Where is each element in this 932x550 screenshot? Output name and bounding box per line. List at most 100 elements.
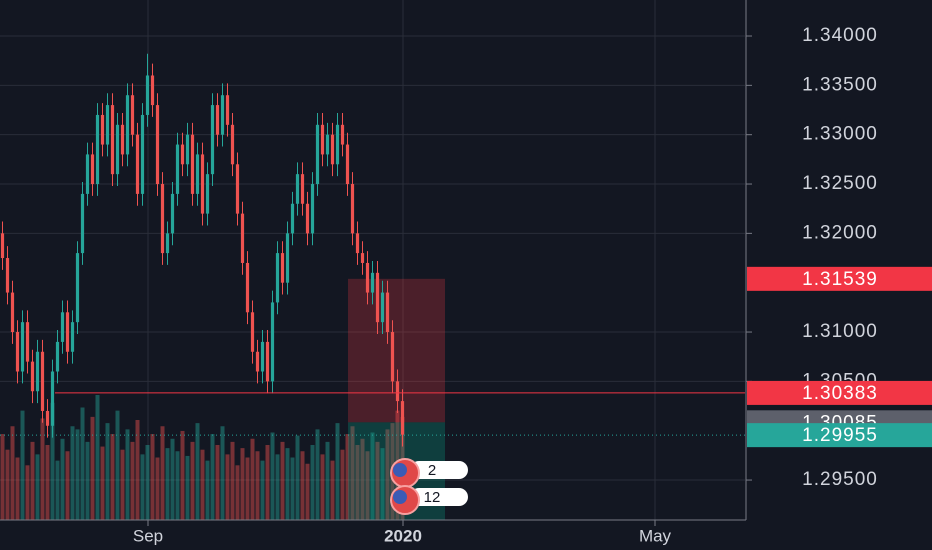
volume-bar bbox=[275, 454, 280, 520]
volume-bar bbox=[290, 457, 295, 520]
candle-body bbox=[175, 144, 180, 194]
candle-body bbox=[65, 312, 70, 352]
volume-bar bbox=[80, 407, 85, 520]
volume-bar bbox=[55, 460, 60, 520]
y-tick-label: 1.33500 bbox=[802, 74, 878, 95]
volume-bar bbox=[105, 423, 110, 520]
candle-body bbox=[205, 174, 210, 214]
x-tick-label: Sep bbox=[133, 526, 163, 545]
volume-bar bbox=[65, 451, 70, 520]
candle-body bbox=[15, 332, 20, 372]
volume-bar bbox=[255, 451, 260, 520]
candle-body bbox=[275, 253, 280, 303]
volume-bar bbox=[130, 441, 135, 520]
volume-bar bbox=[260, 460, 265, 520]
candle-body bbox=[230, 124, 235, 165]
candle-body bbox=[10, 292, 15, 333]
volume-bar bbox=[365, 451, 370, 520]
volume-bar bbox=[100, 446, 105, 520]
volume-bar bbox=[90, 416, 95, 520]
candle-body bbox=[250, 312, 255, 352]
y-tick-label: 1.32500 bbox=[802, 173, 878, 194]
volume-bar bbox=[155, 457, 160, 520]
candle-body bbox=[385, 292, 390, 333]
candle-body bbox=[210, 105, 215, 175]
candle-body bbox=[130, 95, 135, 135]
volume-bar bbox=[245, 457, 250, 520]
volume-bar bbox=[135, 420, 140, 520]
candle-body bbox=[75, 253, 80, 323]
volume-bar bbox=[250, 438, 255, 520]
volume-bar bbox=[35, 454, 40, 520]
candle-body bbox=[145, 75, 150, 115]
volume-bar bbox=[265, 445, 270, 520]
volume-bar bbox=[5, 449, 10, 520]
volume-bar bbox=[310, 445, 315, 520]
candle-body bbox=[360, 253, 365, 263]
volume-bar bbox=[170, 438, 175, 520]
candle-body bbox=[340, 124, 345, 145]
candle-body bbox=[95, 114, 100, 185]
candle-body bbox=[140, 114, 145, 194]
candle-body bbox=[290, 203, 295, 234]
candle-body bbox=[335, 124, 340, 165]
event-badge bbox=[410, 488, 468, 506]
volume-bar bbox=[375, 441, 380, 520]
volume-bar bbox=[225, 454, 230, 520]
volume-bar bbox=[75, 429, 80, 520]
volume-bar bbox=[220, 426, 225, 520]
candle-body bbox=[270, 302, 275, 382]
candle-body bbox=[185, 134, 190, 165]
candle-body bbox=[40, 351, 45, 411]
volume-bar bbox=[70, 426, 75, 520]
volume-bar bbox=[95, 395, 100, 520]
volume-bar bbox=[280, 441, 285, 520]
volume-bar bbox=[360, 438, 365, 520]
candle-body bbox=[135, 134, 140, 194]
price-tag-label: 1.29955 bbox=[802, 425, 878, 446]
candle-body bbox=[115, 124, 120, 175]
candle-body bbox=[280, 253, 285, 283]
volume-bar bbox=[125, 429, 130, 520]
volume-bar bbox=[120, 449, 125, 520]
volume-bar bbox=[230, 441, 235, 520]
candle-body bbox=[120, 124, 125, 155]
price-tag bbox=[747, 266, 932, 291]
candle-body bbox=[20, 322, 25, 372]
volume-bar bbox=[305, 463, 310, 520]
volume-bar bbox=[205, 460, 210, 520]
axis-layer: 1.34000 1.33500 1.33000 1.32500 1.32000 1.310… bbox=[133, 25, 932, 545]
candle-body bbox=[80, 193, 85, 254]
volume-bar bbox=[10, 426, 15, 520]
candle-body bbox=[0, 233, 5, 259]
volume-bar bbox=[295, 435, 300, 520]
candle-body bbox=[380, 292, 385, 323]
volume-bar bbox=[270, 432, 275, 520]
candle-body bbox=[200, 154, 205, 214]
volume-bar bbox=[110, 434, 115, 520]
candle-body bbox=[215, 105, 220, 135]
candle-body bbox=[365, 262, 370, 293]
volume-bar bbox=[200, 449, 205, 520]
y-tick-label: 1.33000 bbox=[802, 124, 878, 145]
candle-body bbox=[220, 95, 225, 135]
candle-body bbox=[310, 184, 315, 234]
candle-layer bbox=[0, 53, 405, 447]
candle-body bbox=[370, 272, 375, 293]
candle-body bbox=[190, 134, 195, 194]
candle-body bbox=[125, 95, 130, 155]
candle-body bbox=[245, 262, 250, 313]
candle-body bbox=[295, 174, 300, 204]
candle-body bbox=[165, 233, 170, 254]
candle-body bbox=[85, 154, 90, 194]
candle-body bbox=[400, 401, 405, 435]
candle-body bbox=[260, 341, 265, 372]
candle-body bbox=[225, 95, 230, 125]
volume-bar bbox=[235, 465, 240, 520]
candle-body bbox=[90, 154, 95, 185]
volume-bar bbox=[15, 457, 20, 520]
volume-bar bbox=[85, 441, 90, 520]
price-tag-label: 1.30383 bbox=[802, 383, 878, 404]
